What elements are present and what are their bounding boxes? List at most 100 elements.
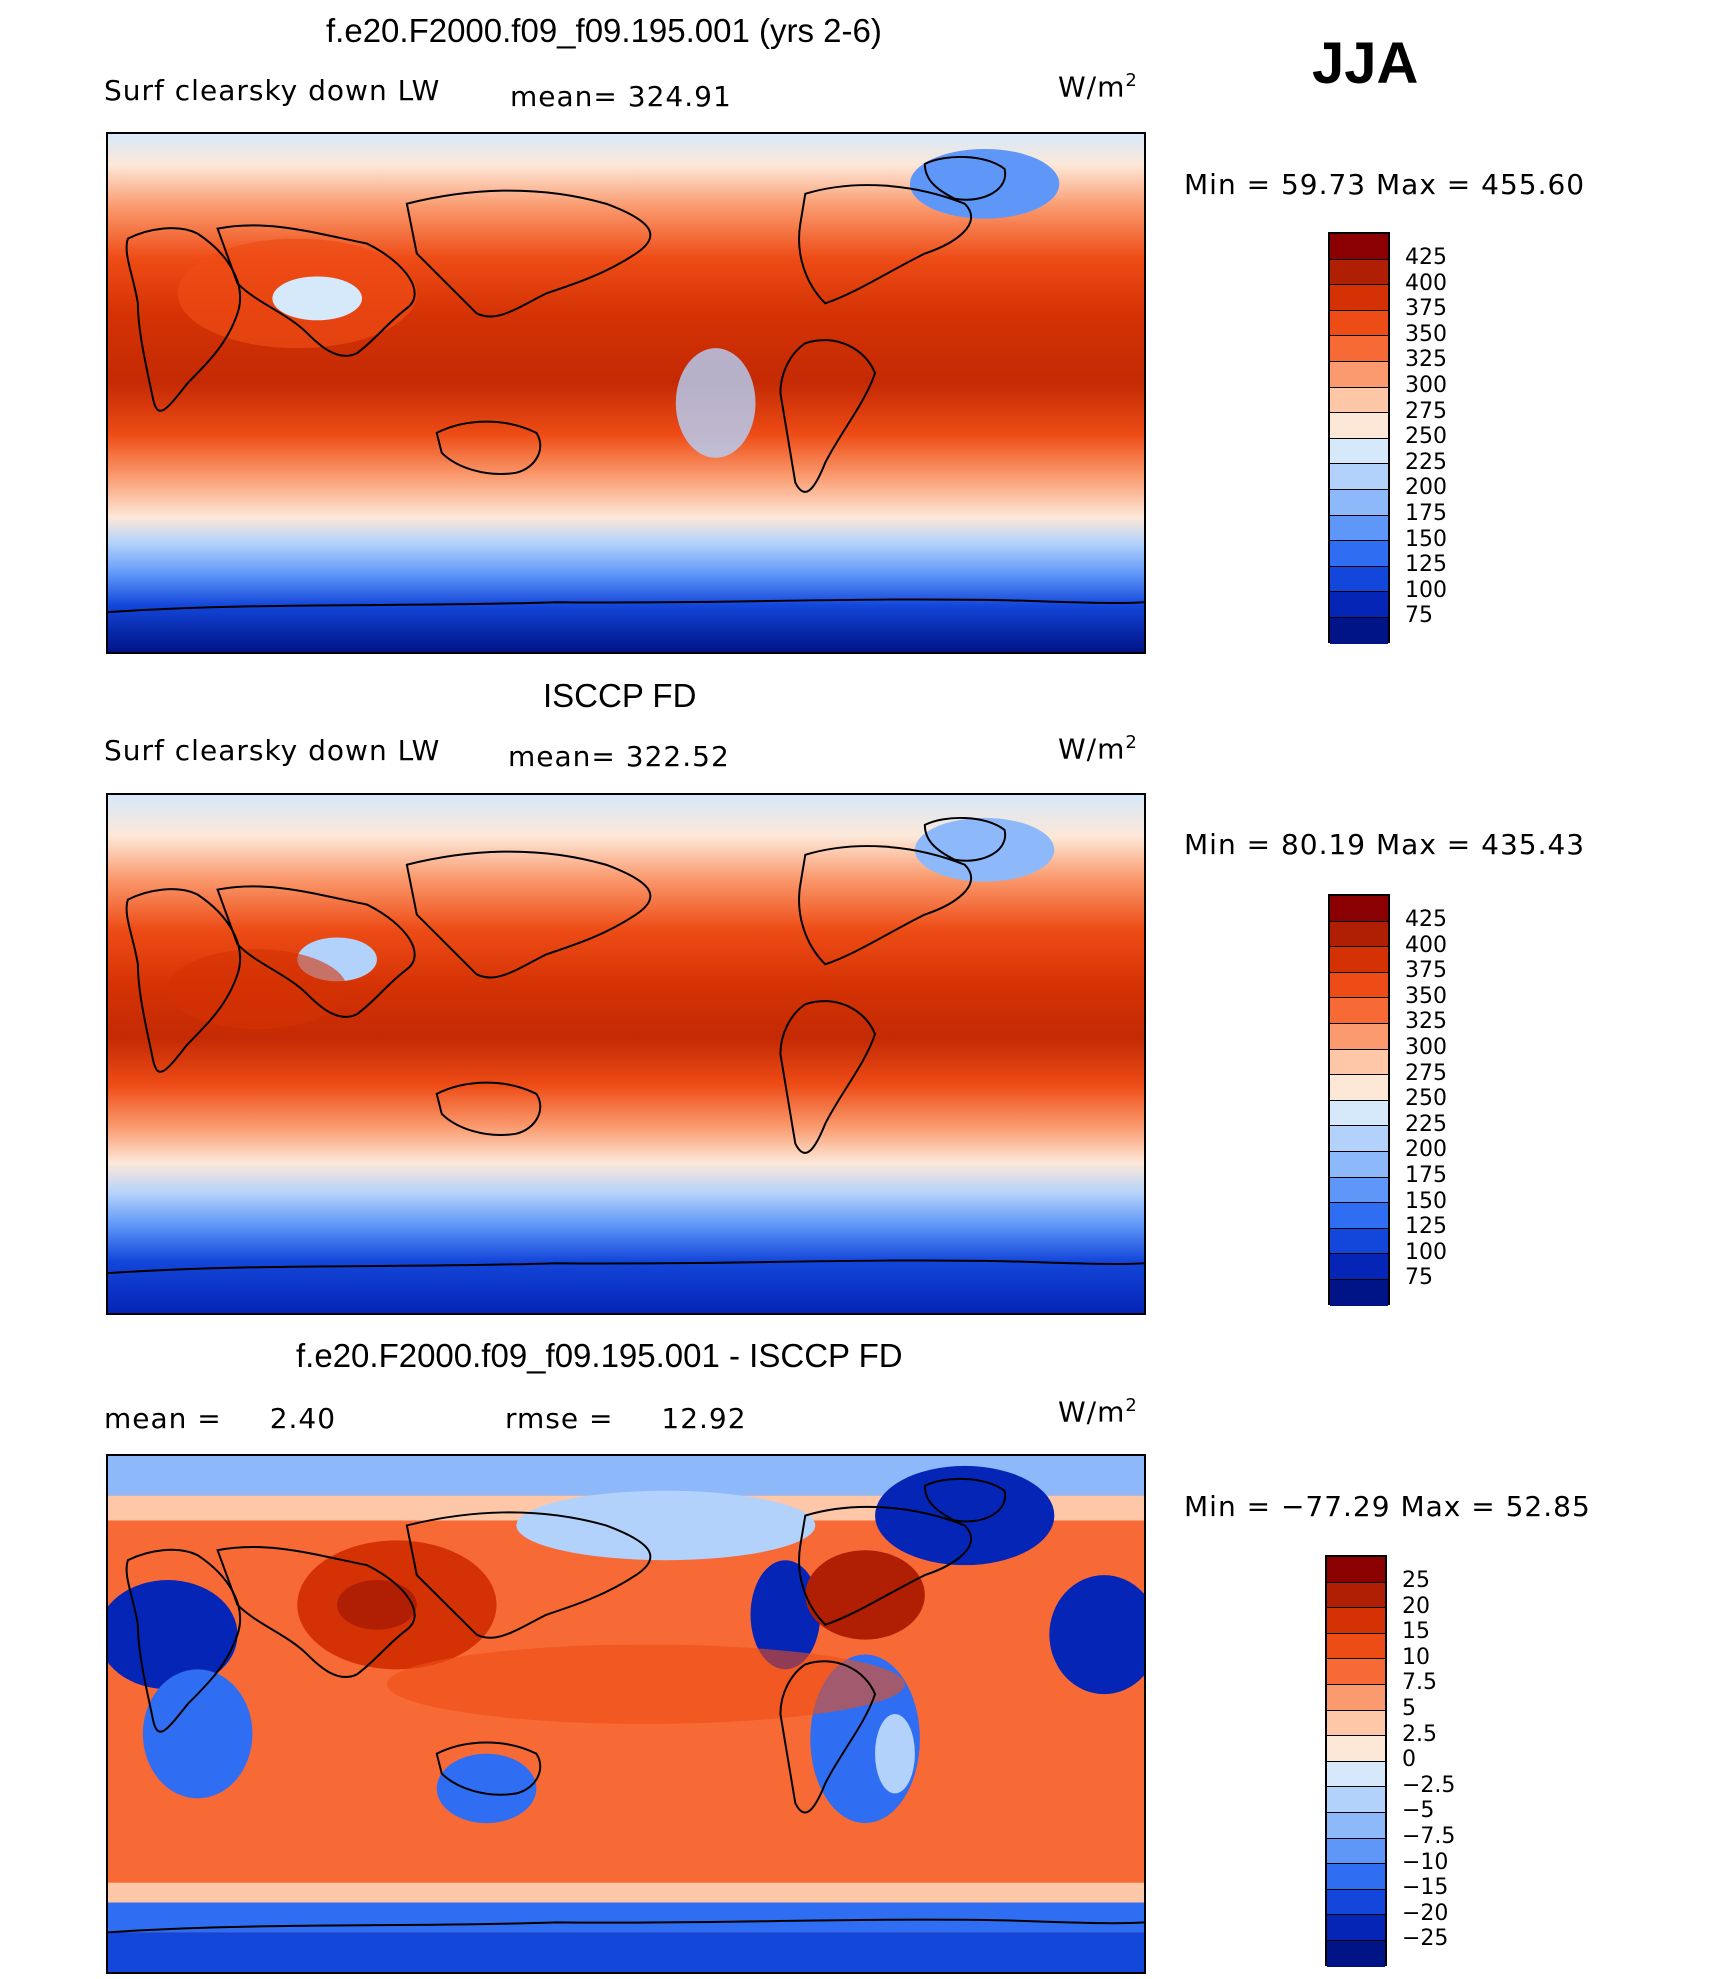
colorbar-swatch <box>1327 1864 1385 1890</box>
colorbar-tick: 325 <box>1405 1009 1447 1035</box>
panel2-units-exp: 2 <box>1125 732 1138 753</box>
colorbar-swatch <box>1330 1279 1388 1306</box>
colorbar-swatch <box>1330 515 1388 542</box>
colorbar-tick: 100 <box>1405 577 1447 603</box>
panel1-title: f.e20.F2000.f09_f09.195.001 (yrs 2-6) <box>326 12 882 49</box>
colorbar-swatch <box>1330 285 1388 311</box>
panel1-minmax: Min = 59.73 Max = 455.60 <box>1184 168 1586 201</box>
colorbar-tick: 425 <box>1405 907 1447 932</box>
colorbar-tick: −15 <box>1402 1875 1449 1901</box>
colorbar-swatch <box>1327 1812 1385 1839</box>
colorbar-tick: 250 <box>1405 1086 1447 1112</box>
colorbar-tick: 400 <box>1405 932 1447 958</box>
colorbar-tick: −10 <box>1402 1849 1449 1875</box>
colorbar-swatch <box>1330 1228 1388 1255</box>
colorbar-swatch <box>1330 972 1388 999</box>
colorbar-tick: 400 <box>1405 270 1447 296</box>
colorbar-swatch <box>1327 1889 1385 1916</box>
colorbar-tick: 7.5 <box>1402 1670 1437 1696</box>
colorbar-tick: 175 <box>1405 1162 1447 1188</box>
colorbar-swatch <box>1327 1710 1385 1737</box>
colorbar-tick: −20 <box>1402 1900 1449 1926</box>
colorbar-tick: 425 <box>1405 245 1447 270</box>
panel3-minmax: Min = −77.29 Max = 52.85 <box>1184 1490 1591 1523</box>
colorbar-swatch <box>1330 1203 1388 1229</box>
panel3-map <box>106 1454 1146 1974</box>
panel1-mean: mean= 324.91 <box>510 80 732 113</box>
colorbar-swatch <box>1330 566 1388 593</box>
colorbar-tick: 10 <box>1402 1644 1430 1670</box>
colorbar-tick: 5 <box>1402 1695 1416 1721</box>
colorbar-tick: 375 <box>1405 296 1447 322</box>
colorbar-swatch <box>1330 1254 1388 1280</box>
panel3-mean: mean = 2.40 <box>104 1402 336 1435</box>
colorbar-swatch <box>1327 1736 1385 1762</box>
colorbar-swatch <box>1327 1915 1385 1941</box>
colorbar-tick: 175 <box>1405 500 1447 526</box>
colorbar-tick: 20 <box>1402 1593 1430 1619</box>
colorbar-swatch <box>1330 1177 1388 1204</box>
panel3-units-base: W/m <box>1058 1395 1126 1429</box>
colorbar-swatch <box>1330 947 1388 973</box>
colorbar-swatch <box>1330 259 1388 286</box>
colorbar-tick: 75 <box>1405 1265 1433 1291</box>
panel1-units: W/m2 <box>1058 70 1138 103</box>
colorbar-tick: 350 <box>1405 983 1447 1009</box>
panel2-mean-label: mean= <box>508 740 616 773</box>
panel2-mean-value: 322.52 <box>625 740 730 773</box>
colorbar-swatch <box>1330 387 1388 414</box>
panel1-units-exp: 2 <box>1125 70 1138 91</box>
colorbar-tick: 125 <box>1405 552 1447 578</box>
colorbar-tick: 375 <box>1405 958 1447 984</box>
panel1-variable: Surf clearsky down LW <box>104 74 441 107</box>
colorbar-swatch <box>1327 1659 1385 1685</box>
colorbar-swatch <box>1330 310 1388 337</box>
colorbar-tick: 150 <box>1405 1188 1447 1214</box>
colorbar-tick: −25 <box>1402 1926 1449 1952</box>
colorbar-swatch <box>1330 489 1388 516</box>
colorbar-swatch <box>1327 1940 1385 1967</box>
colorbar-swatch <box>1330 438 1388 465</box>
panel1-mean-label: mean= <box>510 80 618 113</box>
colorbar-swatch <box>1330 1049 1388 1076</box>
colorbar-swatch <box>1327 1838 1385 1865</box>
panel3-colorbar-ticks: 25 20 15 10 7.5 5 2.5 0 −2.5 −5 −7.5 −10… <box>1402 1568 1455 1952</box>
colorbar-swatch <box>1330 234 1388 260</box>
colorbar-tick: 100 <box>1405 1239 1447 1265</box>
panel1-units-base: W/m <box>1058 70 1126 104</box>
colorbar-swatch <box>1330 1023 1388 1050</box>
panel3-mean-label: mean = <box>104 1402 222 1435</box>
colorbar-swatch <box>1327 1761 1385 1788</box>
panel3-rmse-label: rmse = <box>505 1402 614 1435</box>
colorbar-tick: 300 <box>1405 1034 1447 1060</box>
panel3-title: f.e20.F2000.f09_f09.195.001 - ISCCP FD <box>296 1337 903 1374</box>
panel3-units-exp: 2 <box>1125 1395 1138 1416</box>
colorbar-tick: 2.5 <box>1402 1721 1437 1747</box>
colorbar-tick: 350 <box>1405 321 1447 347</box>
panel2-title: ISCCP FD <box>543 677 697 714</box>
colorbar-tick: 225 <box>1405 449 1447 475</box>
colorbar-swatch <box>1330 413 1388 439</box>
panel1-colorbar-ticks: 425 400 375 350 325 300 275 250 225 200 … <box>1405 245 1447 629</box>
colorbar-swatch <box>1330 361 1388 388</box>
panel2-mean: mean= 322.52 <box>508 740 730 773</box>
colorbar-tick: −7.5 <box>1402 1823 1456 1849</box>
colorbar-swatch <box>1330 336 1388 362</box>
colorbar-swatch <box>1327 1557 1385 1583</box>
panel2-map <box>106 793 1146 1315</box>
colorbar-tick: 250 <box>1405 424 1447 450</box>
panel3-mean-value: 2.40 <box>269 1402 337 1435</box>
colorbar-swatch <box>1330 998 1388 1024</box>
colorbar-swatch <box>1330 1151 1388 1178</box>
colorbar-swatch <box>1330 1100 1388 1127</box>
panel3-rmse: rmse = 12.92 <box>505 1402 747 1435</box>
colorbar-tick: 275 <box>1405 398 1447 424</box>
colorbar-tick: −5 <box>1402 1798 1435 1824</box>
colorbar-tick: 300 <box>1405 372 1447 398</box>
panel3-colorbar <box>1325 1555 1387 1967</box>
colorbar-swatch <box>1330 1126 1388 1152</box>
colorbar-swatch <box>1327 1582 1385 1609</box>
colorbar-tick: 275 <box>1405 1060 1447 1086</box>
colorbar-swatch <box>1327 1684 1385 1711</box>
colorbar-tick: 125 <box>1405 1214 1447 1240</box>
